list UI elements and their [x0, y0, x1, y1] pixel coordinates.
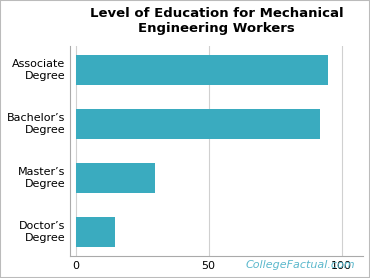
Bar — [75, 109, 320, 139]
Bar — [75, 217, 115, 247]
Text: CollegeFactual.com: CollegeFactual.com — [246, 260, 355, 270]
Bar — [75, 55, 329, 85]
Bar — [75, 163, 155, 193]
Title: Level of Education for Mechanical
Engineering Workers: Level of Education for Mechanical Engine… — [90, 7, 343, 35]
